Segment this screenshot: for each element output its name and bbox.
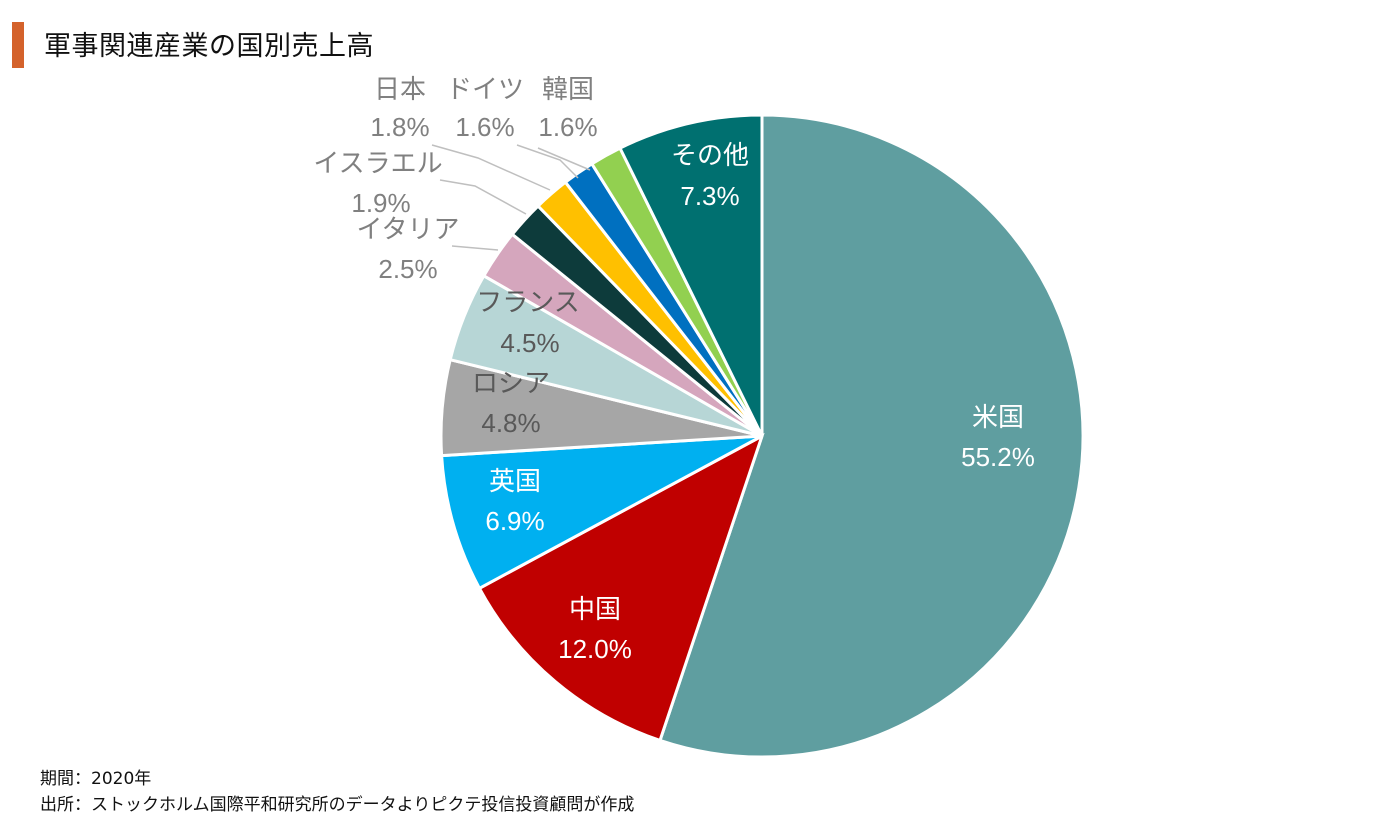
pie-slice [477, 432, 765, 743]
source-note: 出所：ストックホルム国際平和研究所のデータよりピクテ投信投資顧問が作成 [40, 795, 635, 815]
slice-value-label: 1.8% [370, 112, 429, 142]
slice-value-label: 1.6% [538, 112, 597, 142]
leader-line [516, 144, 579, 179]
slice-value-label: 7.3% [680, 181, 739, 211]
slice-value-label: 6.9% [485, 506, 544, 536]
pie-slice [617, 113, 764, 437]
slice-label: フランス [476, 288, 579, 318]
slice-value-label: 12.0% [558, 634, 632, 664]
slice-label: 英国 [489, 467, 541, 497]
slice-label: イスラエル [313, 149, 442, 179]
slice-label: 日本 [374, 75, 426, 105]
slice-label: ロシア [472, 369, 550, 399]
slice-value-label: 55.2% [961, 442, 1035, 472]
slice-value-label: 4.5% [500, 328, 559, 358]
leader-line [451, 245, 499, 251]
pie-slice [440, 434, 763, 591]
leader-line [537, 147, 591, 171]
chart-title: 軍事関連産業の国別売上高 [44, 31, 374, 62]
slice-value-label: 1.9% [351, 188, 410, 218]
slice-value-label: 4.8% [481, 408, 540, 438]
slice-value-label: 2.5% [378, 254, 437, 284]
slice-value-label: 1.6% [455, 112, 514, 142]
title-accent-bar [12, 22, 24, 68]
leader-line [431, 144, 551, 191]
period-note: 期間：2020年 [40, 769, 152, 789]
leader-line [439, 179, 527, 215]
slice-label: イタリア [357, 215, 460, 245]
slice-label: その他 [671, 141, 749, 171]
slice-label: 韓国 [542, 75, 594, 105]
slice-label: 中国 [569, 595, 621, 625]
pie-slice [658, 113, 1085, 759]
slice-label: 米国 [972, 403, 1024, 433]
slice-label: ドイツ [446, 75, 524, 105]
